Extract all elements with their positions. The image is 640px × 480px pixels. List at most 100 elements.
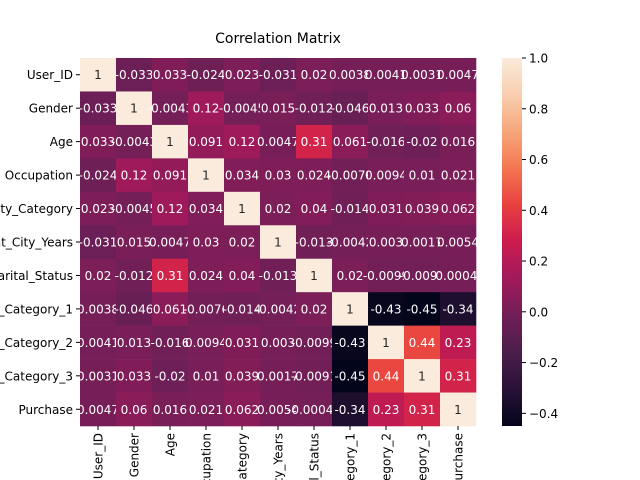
cell-label: 0.015 [261,102,295,116]
cell-label: -0.033 [115,68,154,82]
heatmap-cell [116,392,153,427]
cell-label: 0.31 [301,135,328,149]
cell-label: -0.0043 [111,135,157,149]
cell-label: -0.0091 [399,269,445,283]
heatmap-cell [152,258,189,293]
heatmap-cell [80,191,117,226]
cell-label: 0.033 [81,135,115,149]
heatmap-cell [296,359,333,393]
cell-label: 0.03 [265,169,292,183]
cell-label: 0.01 [409,169,436,183]
heatmap-cell [116,359,153,393]
cell-label: 0.0094 [185,336,227,350]
heatmap-cell [116,58,153,92]
colorbar-tick-label: −0.2 [529,356,558,370]
heatmap-cell [404,58,441,92]
cell-label: 0.06 [445,102,472,116]
cell-label: 0.024 [297,169,331,183]
heatmap-cell [368,158,405,193]
cell-label: 0.12 [229,135,256,149]
heatmap-cell [116,292,153,326]
heatmap-cell [404,359,441,393]
heatmap-cell [368,91,405,126]
cell-label: 0.016 [441,135,475,149]
heatmap-cell [224,191,261,226]
cell-label: 0.034 [189,202,223,216]
heatmap-cell [440,91,477,126]
heatmap-cell [332,124,369,159]
x-tick-label: Gender [128,433,142,477]
colorbar-tick-label: 1.0 [529,52,548,66]
cell-label: -0.016 [151,336,190,350]
heatmap-cell [152,392,189,427]
cell-label: 0.0038 [329,68,371,82]
heatmap-cell [80,58,117,92]
heatmap-cell [116,124,153,159]
heatmap-cell [152,225,189,260]
cell-label: -0.0042 [255,302,301,316]
heatmap-cell [440,258,477,293]
cell-label: 0.091 [153,169,187,183]
heatmap-cell [260,225,297,260]
cell-label: 0.12 [193,102,220,116]
heatmap-cell [188,359,225,393]
cell-label: 1 [238,202,246,216]
heatmap-cell [224,292,261,326]
heatmap-cell [188,158,225,193]
cell-label: 0.31 [409,403,436,417]
cell-label: 0.23 [445,336,472,350]
cell-label: 0.039 [225,369,259,383]
cell-label: -0.0099 [291,336,337,350]
heatmap-cell [260,325,297,360]
y-tick-label: Gender [29,102,73,116]
heatmap-cell [224,91,261,126]
heatmap-cell [116,191,153,226]
cell-label: 0.024 [189,269,223,283]
cell-label: 0.033 [405,102,439,116]
cell-label: 0.0094 [365,169,407,183]
cell-label: 1 [94,68,102,82]
cell-label: 0.0047 [437,68,479,82]
cell-label: -0.013 [295,236,334,250]
x-tick-label: Stay_In_Current_City_Years [272,433,286,480]
cell-label: 0.062 [441,202,475,216]
heatmap-cell [188,191,225,226]
cell-label: 0.0047 [257,135,299,149]
cell-label: -0.012 [115,269,154,283]
cell-label: 0.062 [225,403,259,417]
heatmap-cell [332,258,369,293]
heatmap-cell [116,258,153,293]
cell-label: -0.34 [442,302,473,316]
heatmap-cell [368,124,405,159]
heatmap-cell [260,258,297,293]
cell-label: -0.34 [334,403,365,417]
cell-label: 0.0054 [257,403,299,417]
heatmap-cell [368,392,405,427]
cell-label: 0.033 [153,68,187,82]
cell-label: 0.12 [121,169,148,183]
heatmap-cell [404,124,441,159]
heatmap-cell [260,191,297,226]
cell-label: 0.003 [369,236,403,250]
heatmap-cell [404,325,441,360]
cell-label: 0.0047 [149,236,191,250]
heatmap-cell [296,258,333,293]
cell-label: 0.013 [117,336,151,350]
heatmap-cell [296,58,333,92]
cell-label: 0.031 [225,336,259,350]
cell-label: -0.45 [334,369,365,383]
x-tick-label: Product_Category_3 [416,433,430,480]
heatmap-cell [224,325,261,360]
cell-label: 0.01 [193,369,220,383]
cell-label: -0.046 [331,102,370,116]
y-tick-label: Occupation [5,169,73,183]
heatmap-cell [368,292,405,326]
heatmap-cell [368,325,405,360]
heatmap-cell [260,392,297,427]
heatmap-cell [404,292,441,326]
cell-label: 0.0054 [437,236,479,250]
heatmap-cell [80,158,117,193]
cell-label: 0.44 [373,369,400,383]
heatmap-cell [368,258,405,293]
